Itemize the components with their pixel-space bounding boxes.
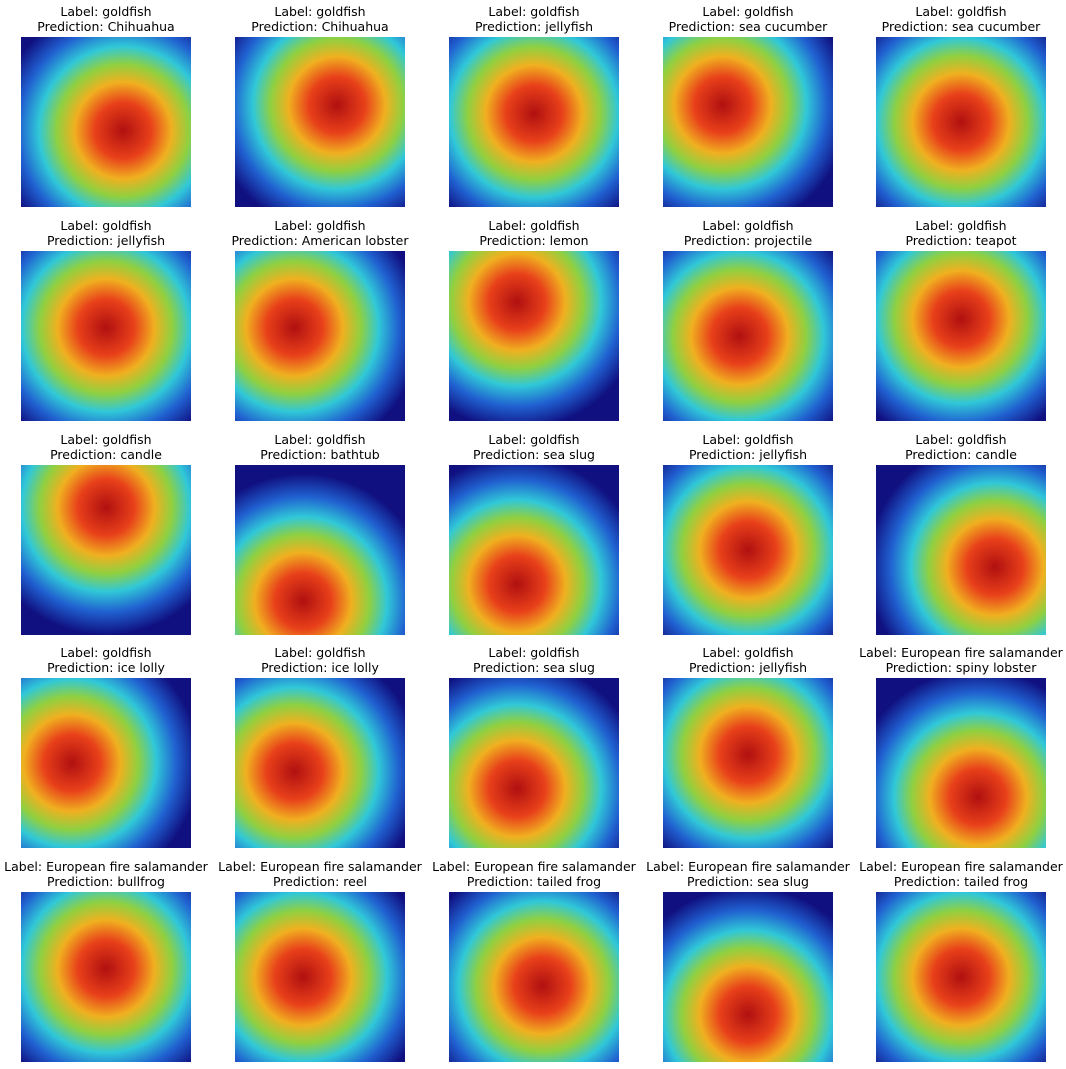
image-label: Label: European fire salamander [859, 859, 1064, 874]
image-label: Label: goldfish [702, 4, 793, 19]
heatmap-image [449, 37, 619, 207]
image-label: Label: goldfish [488, 4, 579, 19]
image-prediction: Prediction: lemon [479, 233, 588, 248]
image-label: Label: European fire salamander [859, 645, 1064, 660]
image-label: Label: goldfish [60, 432, 151, 447]
image-prediction: Prediction: teapot [905, 233, 1016, 248]
image-prediction: Prediction: tailed frog [894, 874, 1028, 889]
image-label: Label: goldfish [60, 4, 151, 19]
heatmap-image [21, 678, 191, 848]
heatmap-image [21, 251, 191, 421]
image-prediction: Prediction: bullfrog [47, 874, 165, 889]
heatmap-image [663, 678, 833, 848]
image-prediction: Prediction: ice lolly [47, 660, 165, 675]
image-prediction: Prediction: tailed frog [467, 874, 601, 889]
heatmap-image [235, 678, 405, 848]
image-label: Label: goldfish [702, 218, 793, 233]
image-prediction: Prediction: sea cucumber [669, 19, 829, 34]
image-prediction: Prediction: sea cucumber [882, 19, 1042, 34]
heatmap-image [663, 251, 833, 421]
heatmap-image [876, 678, 1046, 848]
image-prediction: Prediction: ice lolly [261, 660, 379, 675]
heatmap-image [876, 465, 1046, 635]
image-label: Label: goldfish [702, 432, 793, 447]
image-label: Label: goldfish [488, 645, 579, 660]
image-prediction: Prediction: sea slug [687, 874, 809, 889]
image-label: Label: goldfish [488, 432, 579, 447]
heatmap-image [663, 892, 833, 1062]
heatmap-image [235, 37, 405, 207]
heatmap-image [449, 678, 619, 848]
heatmap-image [21, 892, 191, 1062]
heatmap-image [235, 465, 405, 635]
image-label: Label: goldfish [702, 645, 793, 660]
image-prediction: Prediction: candle [905, 447, 1017, 462]
image-prediction: Prediction: jellyfish [689, 660, 807, 675]
image-prediction: Prediction: reel [273, 874, 367, 889]
image-prediction: Prediction: candle [50, 447, 162, 462]
heatmap-image [449, 465, 619, 635]
image-prediction: Prediction: American lobster [231, 233, 409, 248]
heatmap-image [663, 37, 833, 207]
image-label: Label: goldfish [274, 645, 365, 660]
image-prediction: Prediction: sea slug [473, 660, 595, 675]
image-prediction: Prediction: jellyfish [475, 19, 593, 34]
image-label: Label: goldfish [274, 4, 365, 19]
heatmap-image [663, 465, 833, 635]
image-label: Label: European fire salamander [218, 859, 423, 874]
heatmap-image [876, 892, 1046, 1062]
image-label: Label: European fire salamander [432, 859, 637, 874]
image-label: Label: goldfish [915, 432, 1006, 447]
image-label: Label: goldfish [274, 432, 365, 447]
image-prediction: Prediction: Chihuahua [37, 19, 174, 34]
image-label: Label: goldfish [488, 218, 579, 233]
heatmap-image [235, 251, 405, 421]
image-label: Label: European fire salamander [646, 859, 851, 874]
heatmap-image [876, 251, 1046, 421]
heatmap-image [449, 251, 619, 421]
image-label: Label: goldfish [915, 218, 1006, 233]
image-label: Label: goldfish [60, 218, 151, 233]
image-prediction: Prediction: projectile [684, 233, 813, 248]
image-prediction: Prediction: spiny lobster [886, 660, 1038, 675]
heatmap-image [21, 465, 191, 635]
heatmap-image [876, 37, 1046, 207]
image-prediction: Prediction: jellyfish [689, 447, 807, 462]
image-label: Label: goldfish [274, 218, 365, 233]
heatmap-image [235, 892, 405, 1062]
image-label: Label: European fire salamander [4, 859, 209, 874]
heatmap-image [449, 892, 619, 1062]
heatmap-image [21, 37, 191, 207]
image-label: Label: goldfish [60, 645, 151, 660]
image-prediction: Prediction: Chihuahua [251, 19, 388, 34]
image-prediction: Prediction: bathtub [260, 447, 380, 462]
image-label: Label: goldfish [915, 4, 1006, 19]
image-prediction: Prediction: jellyfish [47, 233, 165, 248]
image-prediction: Prediction: sea slug [473, 447, 595, 462]
